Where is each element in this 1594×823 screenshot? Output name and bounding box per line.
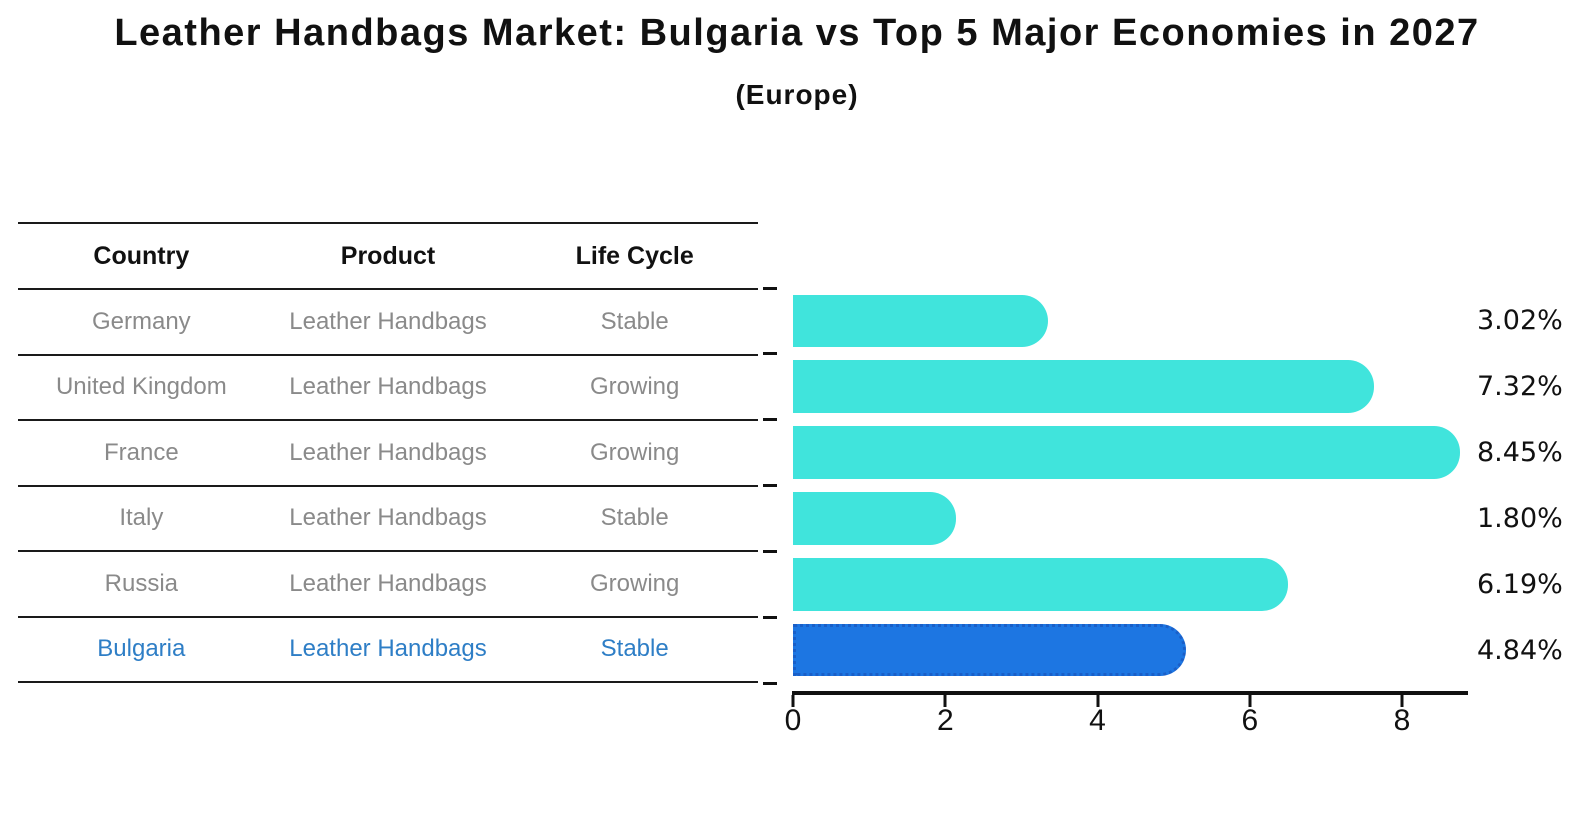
y-axis-tick — [763, 549, 777, 553]
bar-band — [793, 420, 1468, 486]
table-row-bulgaria-highlighted: Bulgaria Leather Handbags Stable — [18, 618, 758, 683]
value-label-france: 8.45% — [1477, 437, 1563, 469]
product-cell: Leather Handbags — [289, 504, 487, 532]
x-tick-label: 0 — [784, 704, 802, 737]
country-table: Country Product Life Cycle Germany Leath… — [18, 222, 758, 683]
country-cell: France — [103, 438, 179, 466]
x-axis-tick — [1400, 695, 1404, 707]
bar-plot-area — [793, 288, 1468, 683]
life-cycle-cell: Growing — [589, 569, 680, 597]
bar-germany — [793, 294, 1049, 348]
x-axis-tick — [1248, 695, 1252, 707]
column-header-country: Country — [93, 241, 190, 270]
life-cycle-cell: Growing — [589, 373, 680, 401]
country-cell: Germany — [91, 307, 191, 335]
product-cell: Leather Handbags — [289, 373, 487, 401]
country-cell: United Kingdom — [55, 373, 227, 401]
bar-band — [793, 485, 1468, 551]
column-header-life-cycle: Life Cycle — [575, 241, 694, 270]
life-cycle-cell: Stable — [600, 504, 669, 532]
product-cell: Leather Handbags — [289, 438, 487, 466]
product-cell: Leather Handbags — [289, 569, 487, 597]
table-row: United Kingdom Leather Handbags Growing — [18, 356, 758, 421]
y-axis-tick — [763, 484, 777, 487]
table-row: Germany Leather Handbags Stable — [18, 290, 758, 356]
column-header-product: Product — [340, 241, 436, 270]
bar-russia — [793, 557, 1289, 611]
bar-band — [793, 288, 1468, 354]
x-tick-label: 8 — [1393, 704, 1411, 737]
chart-title: Leather Handbags Market: Bulgaria vs Top… — [114, 12, 1480, 54]
x-tick-label: 6 — [1241, 704, 1259, 737]
bar-italy — [793, 491, 956, 545]
bar-band — [793, 354, 1468, 420]
bar-band — [793, 551, 1468, 617]
value-label-italy: 1.80% — [1477, 502, 1563, 534]
x-tick-label: 2 — [936, 704, 954, 737]
y-axis-tick — [763, 352, 777, 356]
table-row: France Leather Handbags Growing — [18, 421, 758, 487]
value-label-russia: 6.19% — [1477, 568, 1563, 600]
product-cell: Leather Handbags — [289, 307, 487, 335]
country-cell: Bulgaria — [97, 635, 186, 663]
life-cycle-cell: Stable — [600, 635, 669, 663]
y-axis-tick — [763, 681, 777, 685]
bar-bulgaria-highlighted — [793, 623, 1187, 677]
value-label-germany: 3.02% — [1477, 305, 1563, 337]
y-axis-tick — [763, 615, 777, 619]
life-cycle-cell: Stable — [600, 307, 669, 335]
x-axis-tick — [791, 695, 795, 707]
value-label-bulgaria: 4.84% — [1477, 634, 1563, 666]
life-cycle-cell: Growing — [589, 438, 680, 466]
bar-band — [793, 617, 1468, 683]
chart-subtitle: (Europe) — [735, 79, 859, 110]
country-cell: Italy — [119, 504, 164, 532]
x-axis-line — [792, 691, 1468, 695]
x-axis-tick — [1096, 695, 1099, 707]
bar-united-kingdom — [793, 360, 1375, 414]
y-axis-tick — [763, 418, 777, 422]
table-row: Italy Leather Handbags Stable — [18, 487, 758, 552]
value-label-united-kingdom: 7.32% — [1477, 371, 1563, 403]
x-axis-tick — [943, 695, 947, 707]
x-tick-label: 4 — [1089, 704, 1106, 737]
table-row: Russia Leather Handbags Growing — [18, 552, 758, 618]
value-label-column: 3.02% 7.32% 8.45% 1.80% 6.19% 4.84% — [1477, 288, 1587, 683]
table-header-row: Country Product Life Cycle — [18, 222, 758, 290]
product-cell: Leather Handbags — [289, 635, 487, 663]
y-axis-tick — [763, 286, 777, 290]
bar-france — [793, 426, 1460, 479]
country-cell: Russia — [104, 569, 179, 597]
